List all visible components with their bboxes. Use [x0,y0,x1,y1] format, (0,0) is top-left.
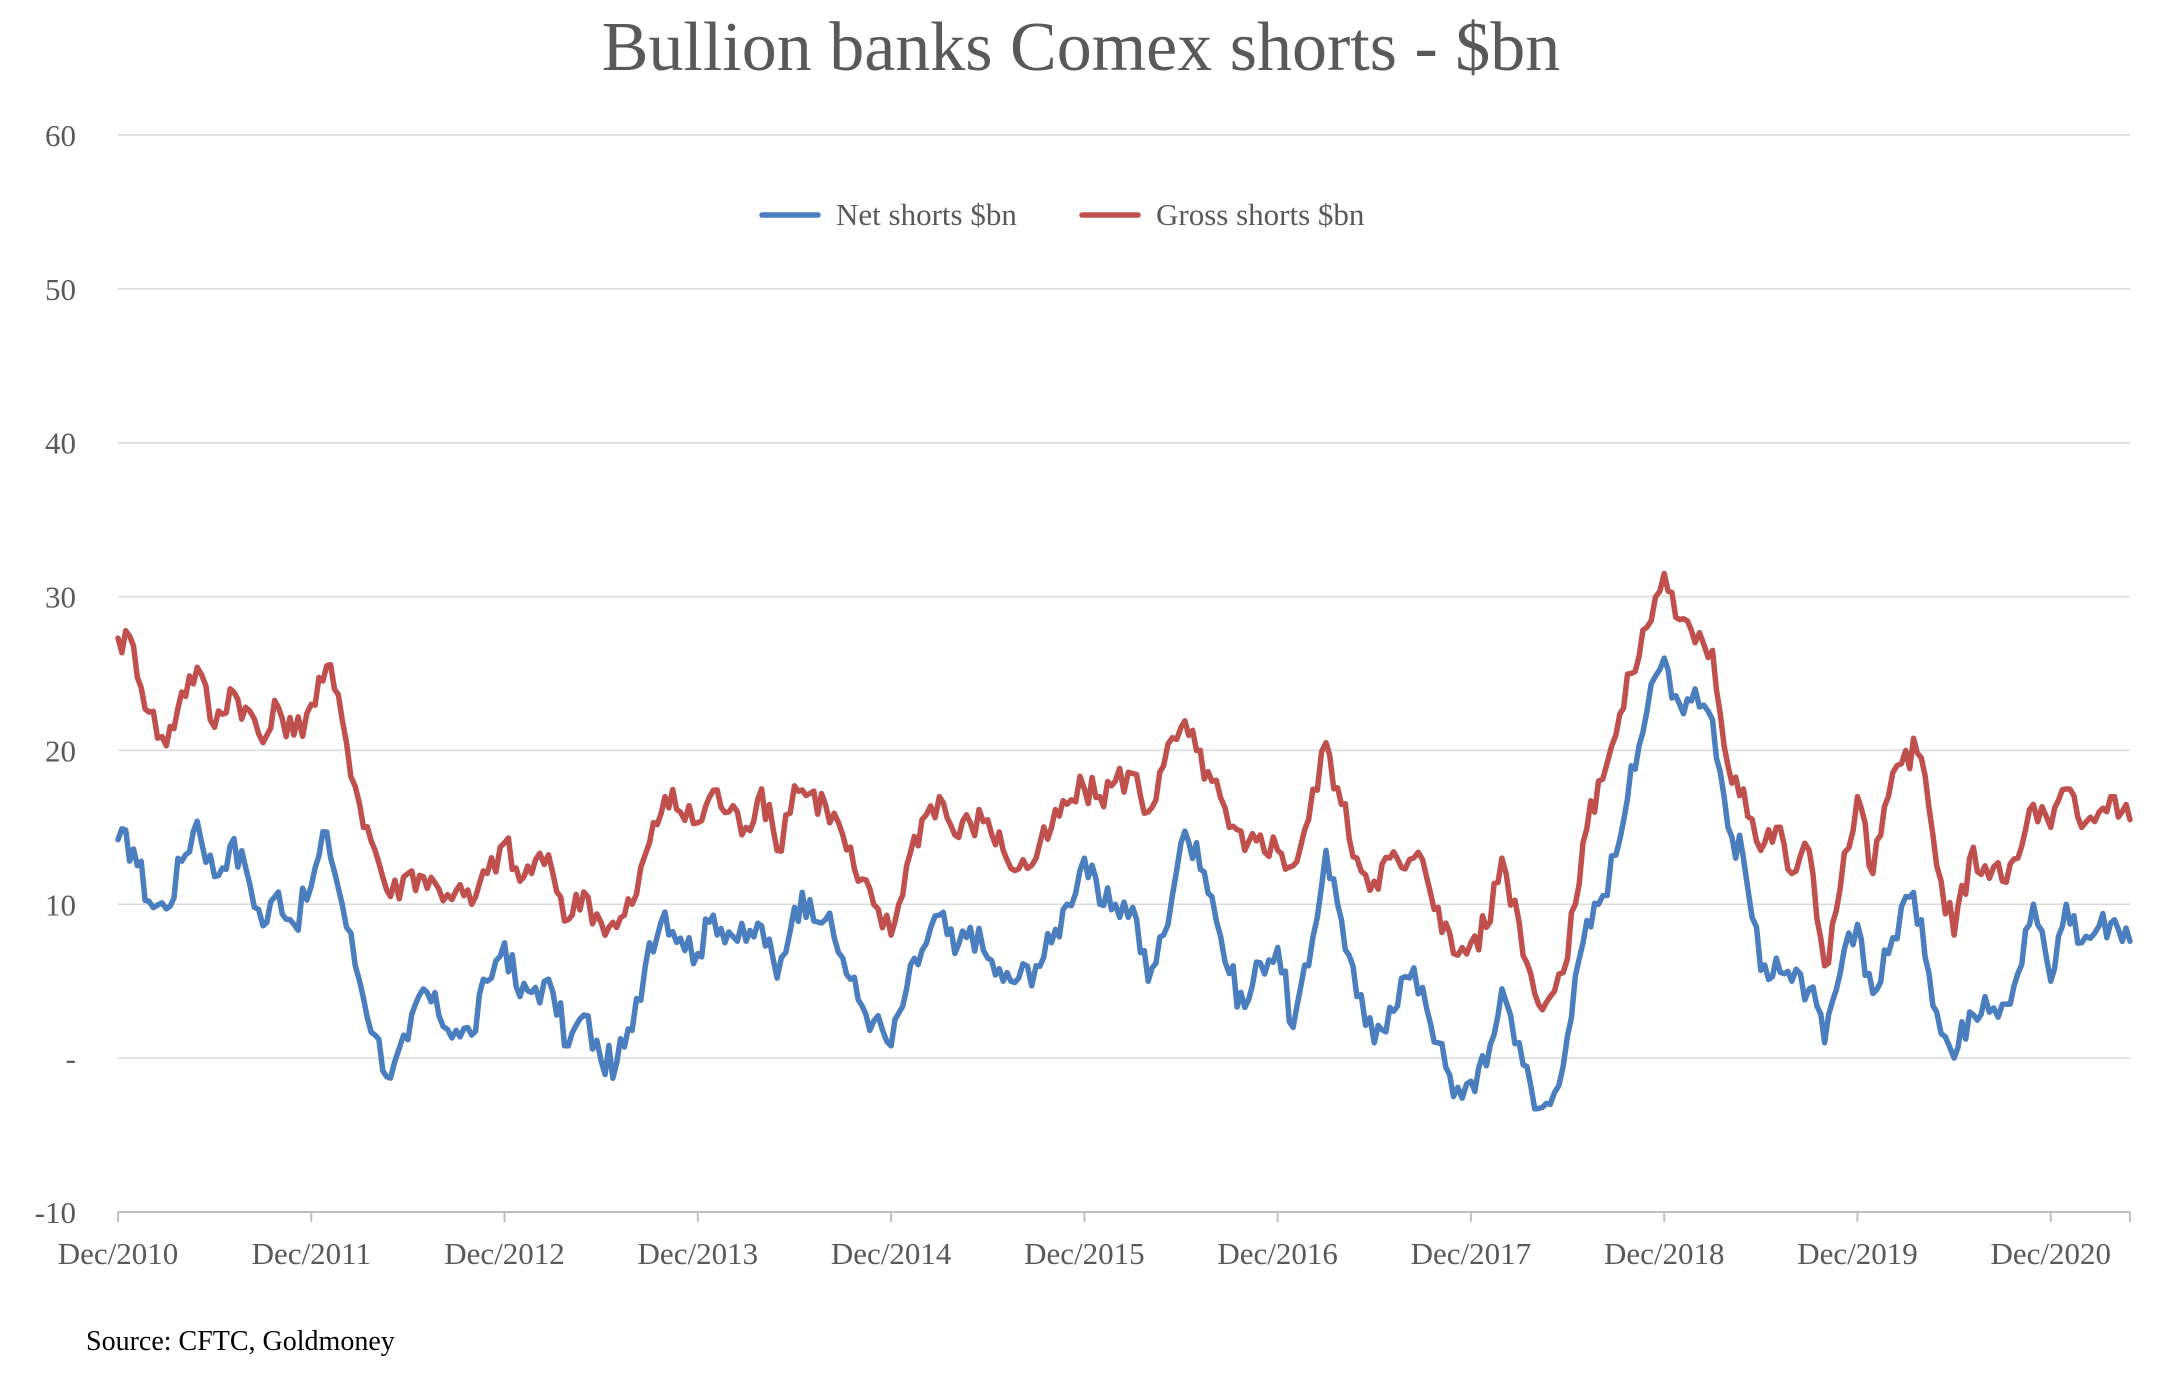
x-tick-label: Dec/2017 [1411,1236,1532,1271]
y-axis-tick-labels: 60 50 40 30 20 10 - -10 [35,118,76,1230]
legend-label: Gross shorts $bn [1156,197,1365,232]
legend-label: Net shorts $bn [836,197,1017,232]
x-tick-label: Dec/2019 [1797,1236,1918,1271]
y-tick-label: 50 [45,272,76,307]
x-tick-label: Dec/2016 [1217,1236,1338,1271]
y-tick-label: -10 [35,1195,76,1230]
y-tick-label: - [66,1041,76,1076]
gridlines [118,134,2130,1059]
y-tick-label: 20 [45,733,76,768]
y-tick-label: 10 [45,887,76,922]
x-tick-label: Dec/2015 [1024,1236,1145,1271]
x-tick-label: Dec/2013 [638,1236,759,1271]
x-tick-label: Dec/2014 [831,1236,952,1271]
x-tick-label: Dec/2018 [1604,1236,1725,1271]
x-tick-label: Dec/2020 [1990,1236,2111,1271]
y-tick-label: 60 [45,118,76,153]
x-tick-label: Dec/2012 [444,1236,565,1271]
source-note: Source: CFTC, Goldmoney [86,1326,395,1357]
y-tick-label: 40 [45,426,76,461]
y-tick-label: 30 [45,580,76,615]
series-line-gross-shorts [115,570,2133,1013]
series-line-net-shorts [115,655,2133,1112]
x-tick-label: Dec/2010 [58,1236,179,1271]
series-lines [115,570,2133,1112]
x-axis: Dec/2010 Dec/2011 Dec/2012 Dec/2013 Dec/2014… [58,1211,2131,1271]
legend: Net shorts $bn Gross shorts $bn [759,197,1365,232]
chart-title: Bullion banks Comex shorts - $bn [602,9,1561,86]
x-tick-label: Dec/2011 [252,1236,371,1271]
